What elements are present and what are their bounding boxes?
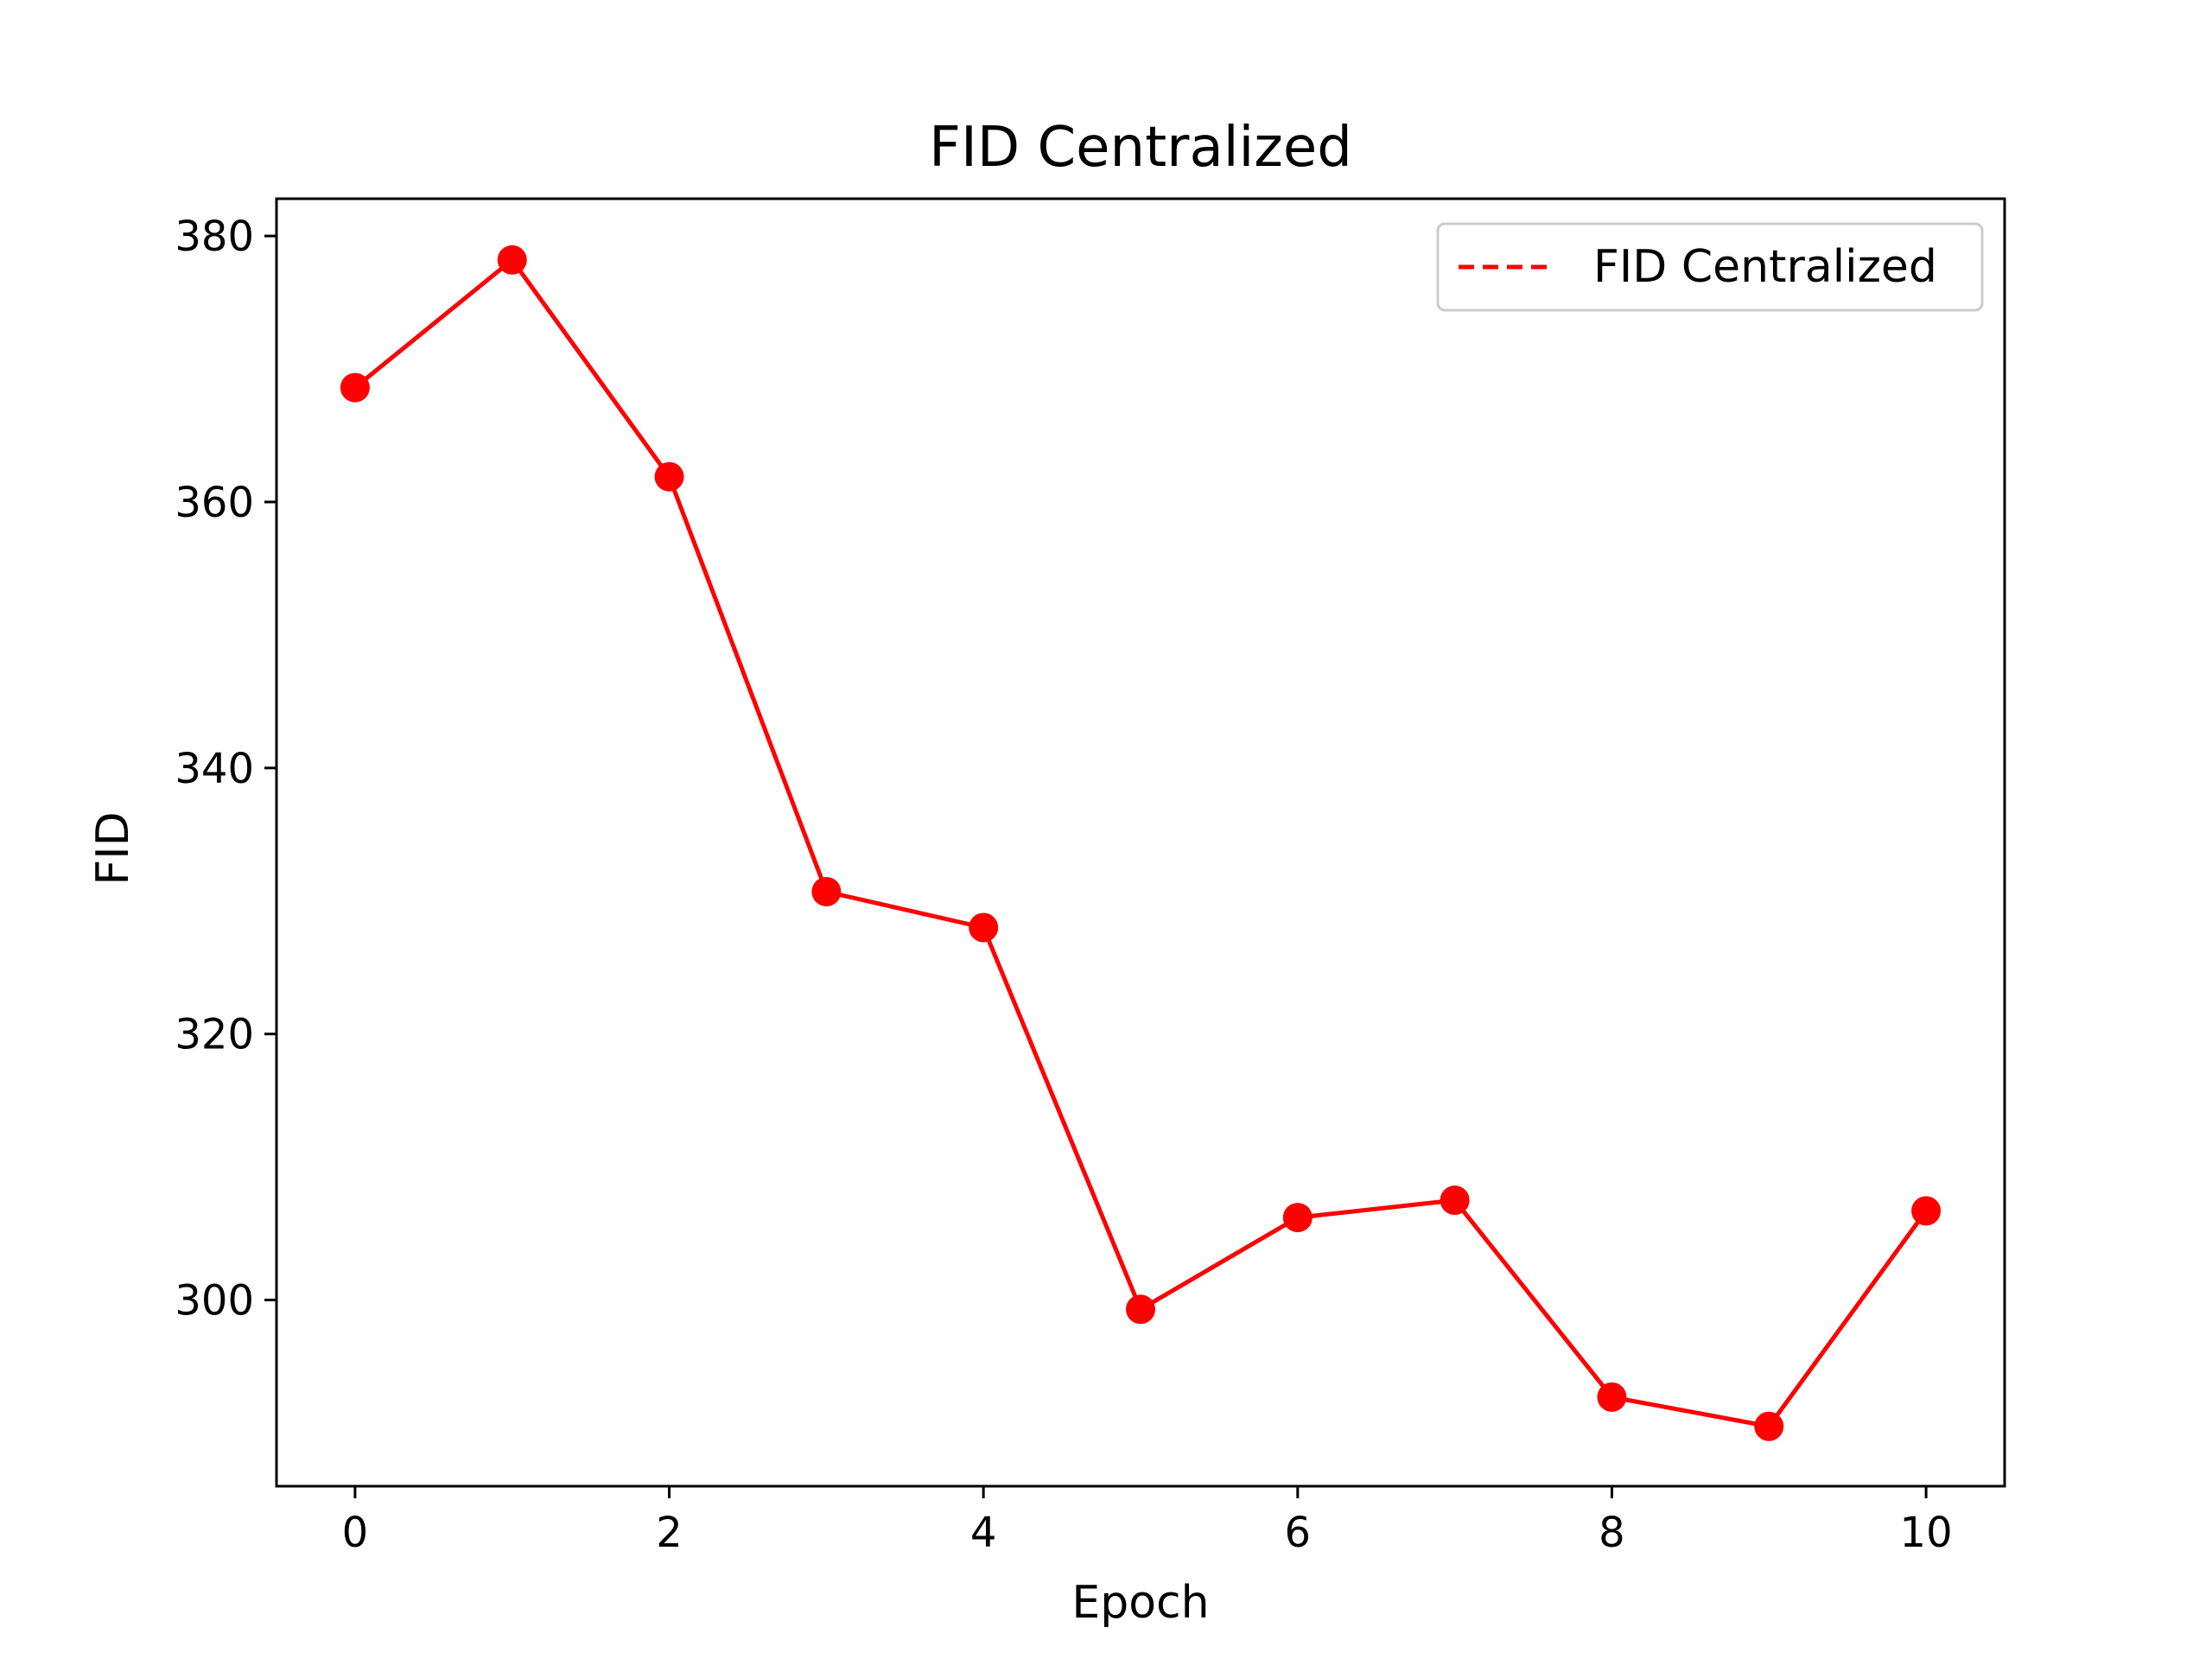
data-point xyxy=(1126,1294,1155,1325)
x-tick-label: 0 xyxy=(342,1509,369,1557)
y-tick-label: 340 xyxy=(175,745,254,793)
y-tick-label: 320 xyxy=(175,1011,254,1059)
chart-title: FID Centralized xyxy=(929,116,1352,180)
x-axis-label: Epoch xyxy=(1071,1577,1209,1629)
data-point xyxy=(497,245,527,275)
legend-box xyxy=(1436,222,1984,312)
data-point xyxy=(340,372,370,403)
data-point xyxy=(1440,1185,1470,1216)
legend-label: FID Centralized xyxy=(1593,241,1937,293)
data-point xyxy=(1754,1411,1784,1441)
series-layer xyxy=(340,245,1942,1441)
x-tick-label: 10 xyxy=(1900,1509,1953,1557)
y-tick-label: 360 xyxy=(175,479,254,527)
y-tick-label: 300 xyxy=(175,1277,254,1325)
x-tick-label: 6 xyxy=(1285,1509,1312,1557)
plot-area-frame xyxy=(275,197,2006,1488)
y-axis-ticks: 300 320 340 360 380 xyxy=(175,213,276,1325)
data-point xyxy=(969,912,999,943)
y-tick-label: 380 xyxy=(175,213,254,261)
y-axis-label: FID xyxy=(87,811,139,885)
x-tick-label: 8 xyxy=(1599,1509,1625,1557)
data-point xyxy=(654,461,684,492)
data-point xyxy=(811,876,842,906)
x-tick-label: 4 xyxy=(970,1509,997,1557)
data-point xyxy=(1911,1196,1942,1226)
data-point xyxy=(1597,1382,1627,1412)
x-tick-label: 2 xyxy=(656,1509,683,1557)
x-axis-ticks: 0 2 4 6 8 10 xyxy=(342,1486,1953,1557)
data-point xyxy=(1282,1203,1313,1233)
legend: FID Centralized xyxy=(1436,222,1984,312)
